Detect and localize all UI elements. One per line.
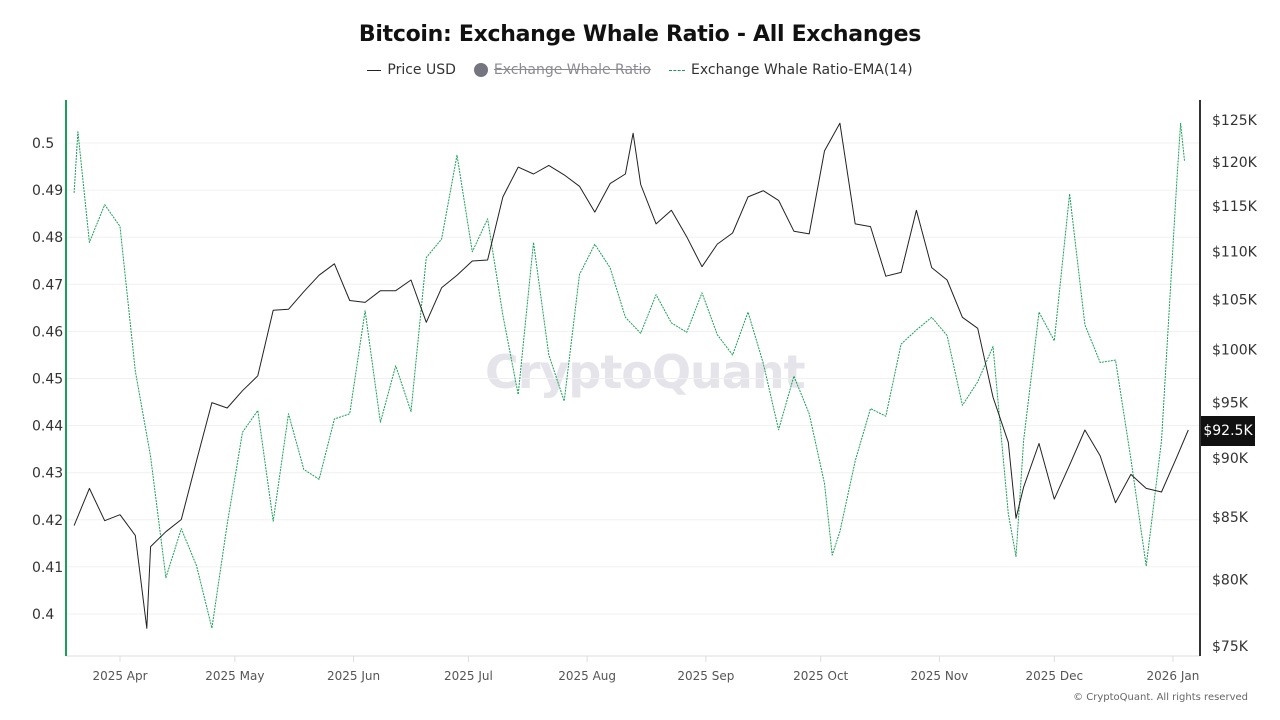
y-left-tick-label: 0.49 bbox=[32, 183, 63, 199]
y-left-tick-label: 0.45 bbox=[32, 372, 63, 388]
y-right-tick-label: $90K bbox=[1212, 451, 1249, 467]
y-left-tick-label: 0.47 bbox=[32, 277, 63, 293]
y-left-tick-label: 0.5 bbox=[32, 136, 54, 152]
y-left-tick-label: 0.41 bbox=[32, 560, 63, 576]
x-tick-label: 2025 Dec bbox=[1025, 669, 1083, 683]
x-tick-label: 2025 Oct bbox=[793, 669, 848, 683]
legend: Price USD Exchange Whale Ratio Exchange … bbox=[0, 62, 1280, 78]
x-tick-label: 2025 May bbox=[205, 669, 264, 683]
y-left-tick-label: 0.42 bbox=[32, 513, 63, 529]
legend-item-ema14[interactable]: Exchange Whale Ratio-EMA(14) bbox=[668, 62, 913, 78]
y-left-tick-label: 0.4 bbox=[32, 607, 54, 623]
y-right-tick-label: $80K bbox=[1212, 573, 1249, 589]
y-right-tick-label: $100K bbox=[1212, 343, 1258, 359]
y-right-tick-label: $95K bbox=[1212, 396, 1249, 412]
y-left-tick-label: 0.43 bbox=[32, 466, 63, 482]
x-tick-label: 2025 Jun bbox=[327, 669, 380, 683]
price-line bbox=[73, 122, 1189, 629]
x-tick-label: 2025 Aug bbox=[558, 669, 616, 683]
circle-icon bbox=[473, 63, 488, 77]
x-tick-label: 2025 Apr bbox=[92, 669, 147, 683]
x-tick-label: 2025 Sep bbox=[677, 669, 734, 683]
y-right-tick-label: $85K bbox=[1212, 510, 1249, 526]
x-tick-label: 2025 Jul bbox=[444, 669, 493, 683]
y-left-tick-label: 0.46 bbox=[32, 324, 63, 340]
legend-label: Exchange Whale Ratio bbox=[493, 62, 651, 78]
legend-item-price-usd[interactable]: Price USD bbox=[367, 62, 456, 78]
y-left-tick-label: 0.44 bbox=[32, 419, 63, 435]
watermark: CryptoQuant bbox=[485, 345, 806, 399]
y-right-tick-label: $75K bbox=[1212, 639, 1249, 655]
y-left-tick-label: 0.48 bbox=[32, 230, 63, 246]
x-tick-label: 2026 Jan bbox=[1147, 669, 1200, 683]
legend-item-exchange-whale-ratio[interactable]: Exchange Whale Ratio bbox=[473, 62, 651, 78]
y-right-tick-label: $115K bbox=[1212, 199, 1258, 215]
solid-line-icon bbox=[367, 69, 382, 71]
y-right-tick-label: $105K bbox=[1212, 292, 1258, 308]
legend-label: Exchange Whale Ratio-EMA(14) bbox=[690, 62, 913, 78]
y-right-tick-label: $110K bbox=[1212, 245, 1258, 261]
chart-title: Bitcoin: Exchange Whale Ratio - All Exch… bbox=[358, 22, 922, 47]
current-price-marker: $92.5K bbox=[1201, 416, 1255, 446]
x-tick-label: 2025 Nov bbox=[911, 669, 969, 683]
legend-label: Price USD bbox=[387, 62, 456, 78]
y-right-tick-label: $120K bbox=[1212, 155, 1258, 171]
dashed-line-icon bbox=[668, 69, 685, 71]
copyright-notice: © CryptoQuant. All rights reserved bbox=[1073, 692, 1248, 703]
ema-line bbox=[73, 122, 1185, 629]
y-right-tick-label: $125K bbox=[1212, 113, 1258, 129]
